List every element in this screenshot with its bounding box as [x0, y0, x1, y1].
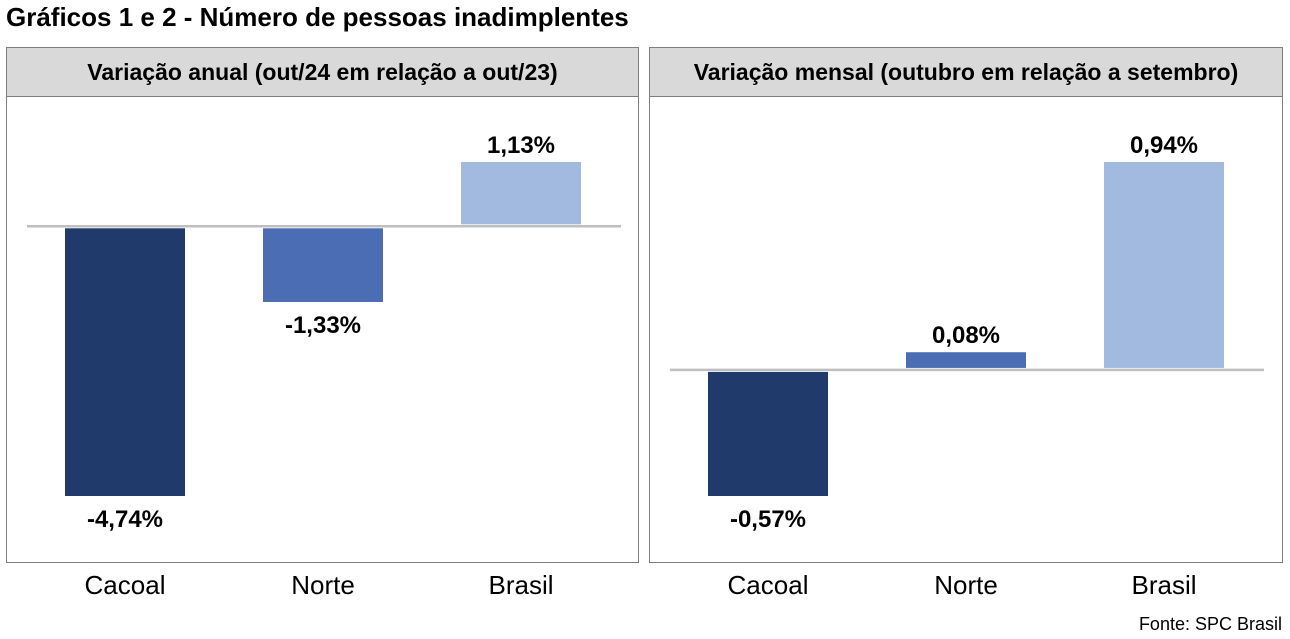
bar [461, 162, 581, 225]
source-note: Fonte: SPC Brasil [1138, 614, 1282, 634]
chart-annual: -4,74% Cacoal -1,33% Norte 1,13% Brasil [27, 132, 621, 600]
data-label: -0,57% [730, 506, 806, 533]
category-label: Cacoal [85, 570, 166, 600]
data-label: -1,33% [285, 312, 361, 339]
chart-title: Variação mensal (outubro em relação a se… [650, 48, 1282, 97]
chart-panel-monthly: Variação mensal (outubro em relação a se… [649, 47, 1283, 600]
data-label: 0,94% [1130, 132, 1198, 159]
bar [708, 371, 828, 496]
category-label: Brasil [1131, 570, 1196, 600]
category-label: Brasil [488, 570, 553, 600]
chart-monthly: -0,57% Cacoal 0,08% Norte 0,94% Brasil [670, 132, 1264, 600]
bar [263, 228, 383, 302]
page-title: Gráficos 1 e 2 - Número de pessoas inadi… [6, 2, 629, 32]
bar [1104, 162, 1224, 368]
category-label: Norte [934, 570, 998, 600]
chart-panel-annual: Variação anual (out/24 em relação a out/… [6, 47, 639, 600]
data-label: 0,08% [932, 322, 1000, 349]
bar [906, 352, 1026, 368]
data-label: 1,13% [487, 132, 555, 159]
category-label: Norte [291, 570, 355, 600]
bar [65, 228, 185, 496]
chart-title: Variação anual (out/24 em relação a out/… [7, 48, 638, 97]
category-label: Cacoal [728, 570, 809, 600]
data-label: -4,74% [87, 506, 163, 533]
